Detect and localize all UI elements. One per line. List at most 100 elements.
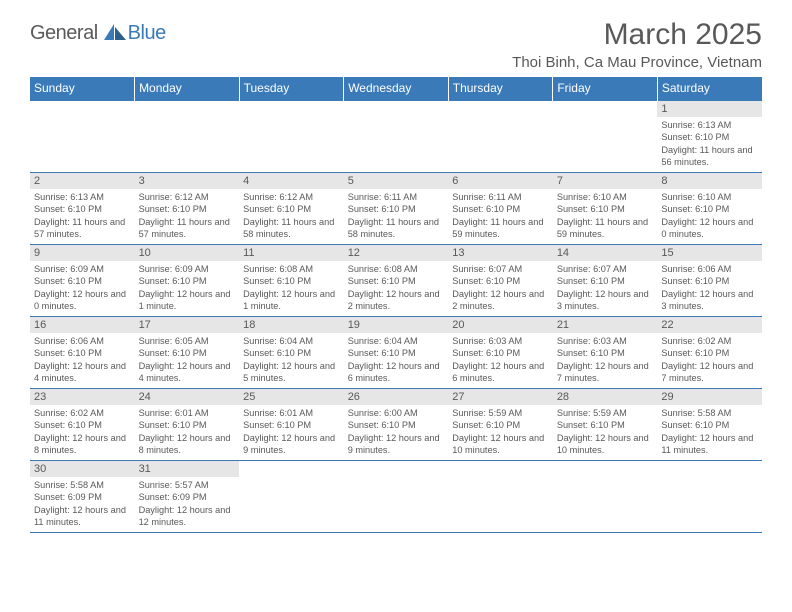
sunset-text: Sunset: 6:10 PM: [139, 347, 236, 359]
sunset-text: Sunset: 6:10 PM: [348, 347, 445, 359]
day-content: Sunrise: 6:12 AMSunset: 6:10 PMDaylight:…: [239, 189, 344, 244]
sunrise-text: Sunrise: 6:06 AM: [661, 263, 758, 275]
daylight-text: Daylight: 12 hours and 4 minutes.: [34, 360, 131, 385]
calendar-cell: 3Sunrise: 6:12 AMSunset: 6:10 PMDaylight…: [135, 173, 240, 245]
day-number: 4: [239, 173, 344, 189]
day-number: 5: [344, 173, 449, 189]
sunset-text: Sunset: 6:10 PM: [243, 347, 340, 359]
daylight-text: Daylight: 12 hours and 1 minute.: [243, 288, 340, 313]
sunset-text: Sunset: 6:09 PM: [34, 491, 131, 503]
day-number: 15: [657, 245, 762, 261]
calendar-cell: [553, 101, 658, 173]
calendar-table: Sunday Monday Tuesday Wednesday Thursday…: [30, 77, 762, 533]
daylight-text: Daylight: 12 hours and 2 minutes.: [348, 288, 445, 313]
daylight-text: Daylight: 12 hours and 3 minutes.: [661, 288, 758, 313]
sunset-text: Sunset: 6:10 PM: [557, 275, 654, 287]
day-content: Sunrise: 6:05 AMSunset: 6:10 PMDaylight:…: [135, 333, 240, 388]
daylight-text: Daylight: 12 hours and 8 minutes.: [139, 432, 236, 457]
day-content: Sunrise: 5:58 AMSunset: 6:10 PMDaylight:…: [657, 405, 762, 460]
day-content: Sunrise: 5:59 AMSunset: 6:10 PMDaylight:…: [448, 405, 553, 460]
day-number: 31: [135, 461, 240, 477]
sunrise-text: Sunrise: 6:07 AM: [452, 263, 549, 275]
calendar-cell: 8Sunrise: 6:10 AMSunset: 6:10 PMDaylight…: [657, 173, 762, 245]
day-content: Sunrise: 6:04 AMSunset: 6:10 PMDaylight:…: [239, 333, 344, 388]
day-number: 3: [135, 173, 240, 189]
weekday-header: Tuesday: [239, 77, 344, 101]
calendar-row: 9Sunrise: 6:09 AMSunset: 6:10 PMDaylight…: [30, 245, 762, 317]
day-number: 16: [30, 317, 135, 333]
sunset-text: Sunset: 6:10 PM: [452, 275, 549, 287]
sunrise-text: Sunrise: 6:01 AM: [243, 407, 340, 419]
calendar-cell: 10Sunrise: 6:09 AMSunset: 6:10 PMDayligh…: [135, 245, 240, 317]
calendar-cell: 5Sunrise: 6:11 AMSunset: 6:10 PMDaylight…: [344, 173, 449, 245]
calendar-row: 2Sunrise: 6:13 AMSunset: 6:10 PMDaylight…: [30, 173, 762, 245]
calendar-cell: [657, 461, 762, 533]
sunrise-text: Sunrise: 6:13 AM: [34, 191, 131, 203]
calendar-cell: 30Sunrise: 5:58 AMSunset: 6:09 PMDayligh…: [30, 461, 135, 533]
daylight-text: Daylight: 12 hours and 0 minutes.: [34, 288, 131, 313]
day-number: 28: [553, 389, 658, 405]
sunrise-text: Sunrise: 6:09 AM: [139, 263, 236, 275]
sunset-text: Sunset: 6:10 PM: [557, 419, 654, 431]
day-number: 25: [239, 389, 344, 405]
title-block: March 2025 Thoi Binh, Ca Mau Province, V…: [512, 18, 762, 71]
sunset-text: Sunset: 6:10 PM: [661, 275, 758, 287]
sunrise-text: Sunrise: 6:12 AM: [243, 191, 340, 203]
calendar-cell: 29Sunrise: 5:58 AMSunset: 6:10 PMDayligh…: [657, 389, 762, 461]
calendar-cell: [448, 101, 553, 173]
sunrise-text: Sunrise: 5:59 AM: [452, 407, 549, 419]
calendar-cell: 19Sunrise: 6:04 AMSunset: 6:10 PMDayligh…: [344, 317, 449, 389]
sunset-text: Sunset: 6:10 PM: [34, 275, 131, 287]
sunrise-text: Sunrise: 6:08 AM: [243, 263, 340, 275]
day-number: 29: [657, 389, 762, 405]
sunrise-text: Sunrise: 6:07 AM: [557, 263, 654, 275]
day-number: 13: [448, 245, 553, 261]
sunset-text: Sunset: 6:10 PM: [557, 347, 654, 359]
daylight-text: Daylight: 11 hours and 57 minutes.: [139, 216, 236, 241]
day-number: 24: [135, 389, 240, 405]
daylight-text: Daylight: 11 hours and 57 minutes.: [34, 216, 131, 241]
sunrise-text: Sunrise: 6:01 AM: [139, 407, 236, 419]
daylight-text: Daylight: 12 hours and 10 minutes.: [557, 432, 654, 457]
daylight-text: Daylight: 12 hours and 8 minutes.: [34, 432, 131, 457]
brand-blue: Blue: [128, 22, 166, 45]
day-content: Sunrise: 6:13 AMSunset: 6:10 PMDaylight:…: [657, 117, 762, 172]
day-number: 22: [657, 317, 762, 333]
day-content: Sunrise: 6:12 AMSunset: 6:10 PMDaylight:…: [135, 189, 240, 244]
sunset-text: Sunset: 6:10 PM: [452, 347, 549, 359]
day-content: Sunrise: 6:08 AMSunset: 6:10 PMDaylight:…: [344, 261, 449, 316]
daylight-text: Daylight: 12 hours and 11 minutes.: [34, 504, 131, 529]
day-content: Sunrise: 6:08 AMSunset: 6:10 PMDaylight:…: [239, 261, 344, 316]
day-content: Sunrise: 6:07 AMSunset: 6:10 PMDaylight:…: [448, 261, 553, 316]
calendar-cell: 22Sunrise: 6:02 AMSunset: 6:10 PMDayligh…: [657, 317, 762, 389]
sunset-text: Sunset: 6:10 PM: [557, 203, 654, 215]
calendar-cell: 26Sunrise: 6:00 AMSunset: 6:10 PMDayligh…: [344, 389, 449, 461]
daylight-text: Daylight: 11 hours and 56 minutes.: [661, 144, 758, 169]
day-content: Sunrise: 6:06 AMSunset: 6:10 PMDaylight:…: [657, 261, 762, 316]
sunset-text: Sunset: 6:10 PM: [348, 275, 445, 287]
day-number: 21: [553, 317, 658, 333]
day-content: Sunrise: 5:59 AMSunset: 6:10 PMDaylight:…: [553, 405, 658, 460]
day-number: 11: [239, 245, 344, 261]
calendar-cell: 23Sunrise: 6:02 AMSunset: 6:10 PMDayligh…: [30, 389, 135, 461]
day-number: 14: [553, 245, 658, 261]
header: General Blue March 2025 Thoi Binh, Ca Ma…: [30, 18, 762, 71]
daylight-text: Daylight: 12 hours and 12 minutes.: [139, 504, 236, 529]
day-content: Sunrise: 6:04 AMSunset: 6:10 PMDaylight:…: [344, 333, 449, 388]
day-number: 26: [344, 389, 449, 405]
brand-logo: General Blue: [30, 22, 166, 45]
calendar-cell: 24Sunrise: 6:01 AMSunset: 6:10 PMDayligh…: [135, 389, 240, 461]
calendar-cell: 27Sunrise: 5:59 AMSunset: 6:10 PMDayligh…: [448, 389, 553, 461]
sunrise-text: Sunrise: 6:11 AM: [348, 191, 445, 203]
daylight-text: Daylight: 12 hours and 9 minutes.: [243, 432, 340, 457]
day-content: Sunrise: 6:11 AMSunset: 6:10 PMDaylight:…: [448, 189, 553, 244]
day-content: Sunrise: 6:03 AMSunset: 6:10 PMDaylight:…: [553, 333, 658, 388]
sunset-text: Sunset: 6:10 PM: [661, 131, 758, 143]
sunset-text: Sunset: 6:10 PM: [661, 347, 758, 359]
day-number: 30: [30, 461, 135, 477]
calendar-cell: 18Sunrise: 6:04 AMSunset: 6:10 PMDayligh…: [239, 317, 344, 389]
calendar-cell: [344, 461, 449, 533]
day-number: 12: [344, 245, 449, 261]
daylight-text: Daylight: 11 hours and 58 minutes.: [348, 216, 445, 241]
day-content: Sunrise: 6:10 AMSunset: 6:10 PMDaylight:…: [553, 189, 658, 244]
